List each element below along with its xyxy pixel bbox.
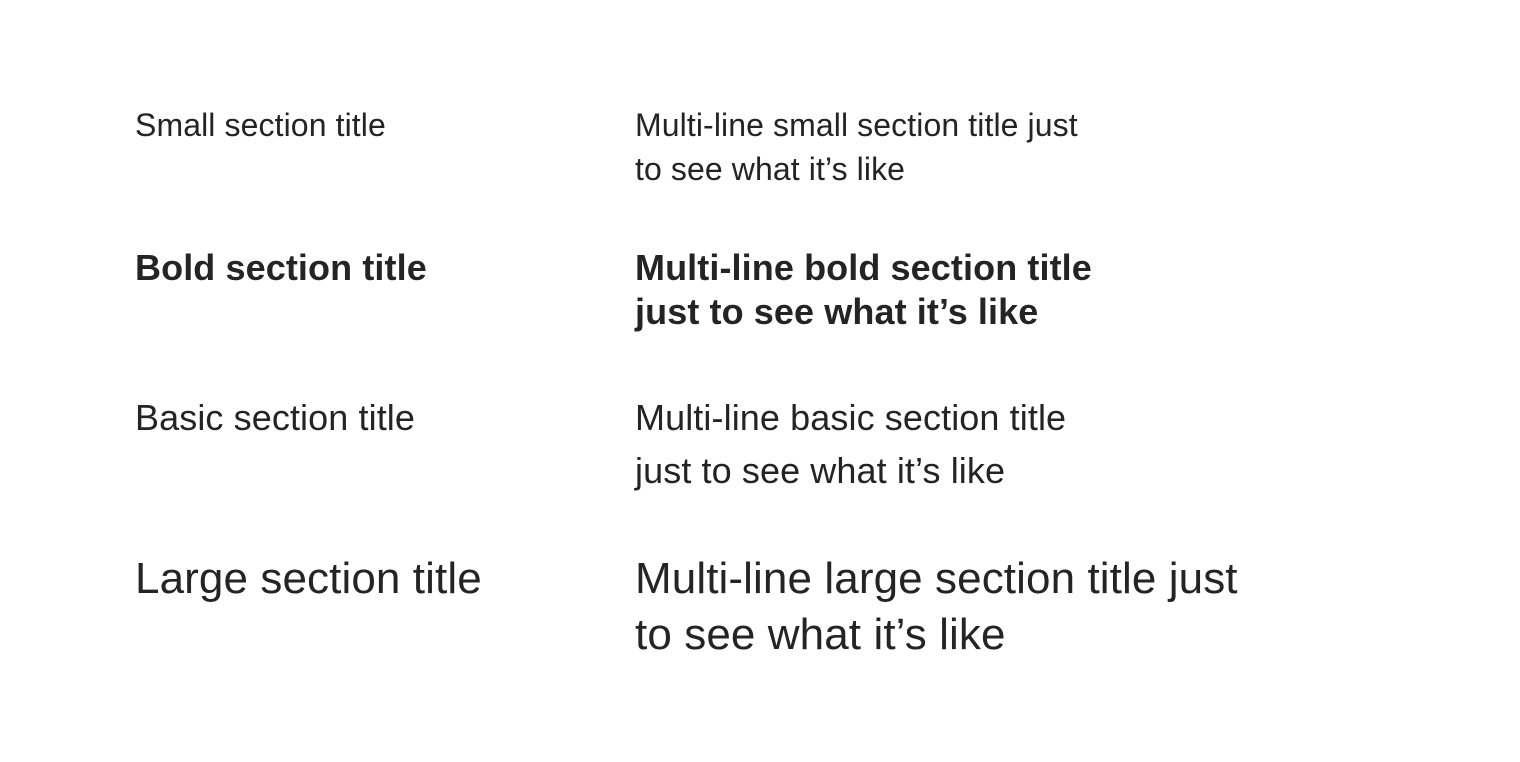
multiline-small-section-title: Multi-line small section title just to s…: [635, 107, 1078, 187]
basic-section-title: Basic section title: [135, 397, 416, 438]
bold-section-title: Bold section title: [135, 247, 427, 288]
small-section-title: Small section title: [135, 107, 386, 143]
multiline-large-section-title: Multi-line large section title just to s…: [635, 554, 1238, 659]
multiline-bold-section-title: Multi-line bold section title just to se…: [635, 247, 1092, 332]
multiline-basic-section-title: Multi-line basic section title just to s…: [635, 397, 1067, 491]
large-section-title: Large section title: [135, 554, 482, 603]
